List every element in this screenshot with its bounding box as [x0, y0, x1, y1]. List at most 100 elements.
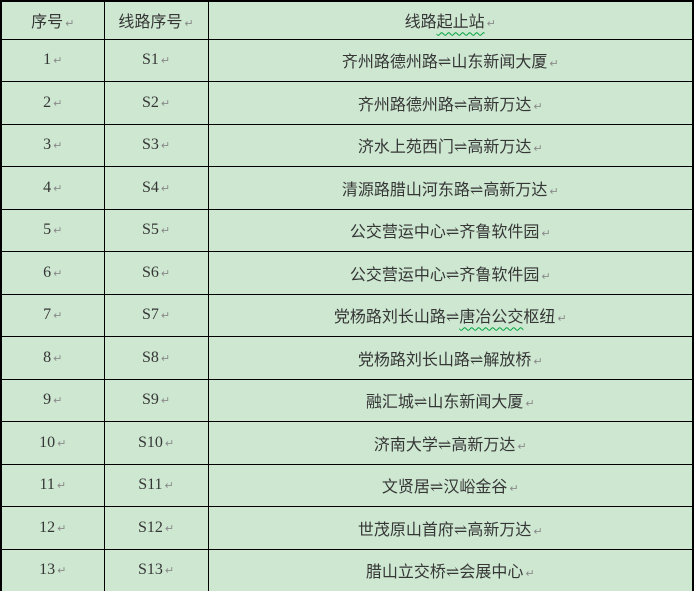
table-row: 4 ↵ S4 ↵ 清源路腊山河东路⇌高新万达 ↵	[0, 166, 694, 210]
line-code-cell[interactable]: S8 ↵	[103, 336, 209, 380]
paragraph-mark-icon: ↵	[557, 312, 567, 326]
row-number-cell[interactable]: 3 ↵	[0, 123, 105, 167]
paragraph-mark-icon: ↵	[160, 139, 171, 153]
cell-text: 文贤居⇌汉峪金谷	[381, 479, 508, 497]
cell-text: 齐州路德州路⇌山东新闻大厦	[341, 54, 548, 72]
row-number-cell[interactable]: 11 ↵	[0, 463, 105, 507]
route-cell[interactable]: 融汇城⇌山东新闻大厦 ↵	[207, 378, 694, 422]
cell-text: S3	[141, 136, 159, 154]
route-cell[interactable]: 党杨路刘长山路⇌解放桥 ↵	[207, 336, 694, 380]
cell-text: 枢纽	[523, 309, 556, 327]
row-number-cell[interactable]: 9 ↵	[0, 378, 105, 422]
row-number-cell[interactable]: 1 ↵	[0, 38, 105, 82]
paragraph-mark-icon: ↵	[160, 224, 171, 238]
cell-text: 12	[39, 518, 56, 536]
cell-text: 6	[43, 263, 52, 281]
route-cell[interactable]: 文贤居⇌汉峪金谷 ↵	[207, 463, 694, 507]
paragraph-mark-icon: ↵	[53, 351, 63, 365]
spellcheck-wavy-text: 唐冶公交	[459, 309, 524, 327]
cell-text: S11	[138, 476, 163, 494]
line-code-cell[interactable]: S7 ↵	[103, 293, 209, 337]
paragraph-mark-icon: ↵	[509, 482, 519, 496]
table-row: 9 ↵ S9 ↵ 融汇城⇌山东新闻大厦 ↵	[0, 378, 694, 422]
paragraph-mark-icon: ↵	[160, 394, 171, 408]
header-cell-route[interactable]: 线路起止站 ↵	[207, 0, 694, 40]
route-cell[interactable]: 世茂原山首府⇌高新万达 ↵	[207, 506, 694, 550]
cell-text: S1	[141, 51, 159, 69]
paragraph-mark-icon: ↵	[57, 436, 67, 450]
line-code-cell[interactable]: S10 ↵	[103, 421, 209, 465]
paragraph-mark-icon: ↵	[525, 397, 535, 411]
spellcheck-wavy-text: 起止站	[436, 14, 485, 32]
table-header: 序号 ↵ 线路序号 ↵ 线路起止站 ↵	[0, 0, 694, 40]
row-number-cell[interactable]: 6 ↵	[0, 251, 105, 295]
table-row: 2 ↵ S2 ↵ 齐州路德州路⇌高新万达 ↵	[0, 81, 694, 125]
table-body: 1 ↵ S1 ↵ 齐州路德州路⇌山东新闻大厦 ↵ 2 ↵ S2 ↵ 齐州路德州路⇌高新万达 ↵ 3 ↵ S3…	[0, 38, 694, 591]
route-cell[interactable]: 腊山立交桥⇌会展中心 ↵	[207, 548, 694, 591]
paragraph-mark-icon: ↵	[549, 184, 559, 198]
line-code-cell[interactable]: S3 ↵	[103, 123, 209, 167]
cell-text: S9	[141, 391, 159, 409]
route-cell[interactable]: 济水上苑西门⇌高新万达 ↵	[207, 123, 694, 167]
route-cell[interactable]: 公交营运中心⇌齐鲁软件园 ↵	[207, 208, 694, 252]
paragraph-mark-icon: ↵	[533, 99, 543, 113]
cell-text: 济水上苑西门⇌高新万达	[357, 139, 532, 157]
header-cell-line[interactable]: 线路序号 ↵	[103, 0, 209, 40]
line-code-cell[interactable]: S1 ↵	[103, 38, 209, 82]
paragraph-mark-icon: ↵	[541, 227, 551, 241]
cell-text: S4	[141, 178, 159, 196]
cell-text: S12	[137, 518, 163, 536]
paragraph-mark-icon: ↵	[53, 139, 63, 153]
line-code-cell[interactable]: S12 ↵	[103, 506, 209, 550]
line-code-cell[interactable]: S2 ↵	[103, 81, 209, 125]
cell-text: 9	[43, 391, 52, 409]
cell-text: 4	[43, 178, 52, 196]
row-number-cell[interactable]: 2 ↵	[0, 81, 105, 125]
route-cell[interactable]: 公交营运中心⇌齐鲁软件园 ↵	[207, 251, 694, 295]
cell-text: S13	[137, 561, 163, 578]
cell-text: S6	[141, 263, 159, 281]
line-code-cell[interactable]: S11 ↵	[103, 463, 209, 507]
row-number-cell[interactable]: 13 ↵	[0, 548, 105, 591]
paragraph-mark-icon: ↵	[517, 439, 527, 453]
cell-text: S2	[141, 93, 159, 111]
route-cell[interactable]: 齐州路德州路⇌高新万达 ↵	[207, 81, 694, 125]
paragraph-mark-icon: ↵	[65, 17, 75, 31]
row-number-cell[interactable]: 12 ↵	[0, 506, 105, 550]
paragraph-mark-icon: ↵	[533, 142, 543, 156]
cell-text: 公交营运中心⇌齐鲁软件园	[349, 224, 540, 242]
line-code-cell[interactable]: S13 ↵	[103, 548, 209, 591]
route-cell[interactable]: 清源路腊山河东路⇌高新万达 ↵	[207, 166, 694, 210]
paragraph-mark-icon: ↵	[160, 96, 171, 110]
table-row: 8 ↵ S8 ↵ 党杨路刘长山路⇌解放桥 ↵	[0, 336, 694, 380]
line-code-cell[interactable]: S4 ↵	[103, 166, 209, 210]
cell-text: S7	[141, 306, 159, 324]
cell-text: 党杨路刘长山路⇌解放桥	[357, 351, 532, 369]
row-number-cell[interactable]: 7 ↵	[0, 293, 105, 337]
row-number-cell[interactable]: 5 ↵	[0, 208, 105, 252]
route-cell[interactable]: 济南大学⇌高新万达 ↵	[207, 421, 694, 465]
cell-text: 7	[43, 306, 52, 324]
paragraph-mark-icon: ↵	[56, 479, 67, 493]
route-cell[interactable]: 齐州路德州路⇌山东新闻大厦 ↵	[207, 38, 694, 82]
line-code-cell[interactable]: S6 ↵	[103, 251, 209, 295]
paragraph-mark-icon: ↵	[160, 351, 171, 365]
row-number-cell[interactable]: 8 ↵	[0, 336, 105, 380]
cell-text: S5	[141, 221, 159, 239]
paragraph-mark-icon: ↵	[164, 479, 174, 493]
line-code-cell[interactable]: S9 ↵	[103, 378, 209, 422]
row-number-cell[interactable]: 4 ↵	[0, 166, 105, 210]
cell-text: 1	[43, 51, 52, 69]
table-row: 12 ↵ S12 ↵ 世茂原山首府⇌高新万达 ↵	[0, 506, 694, 550]
line-code-cell[interactable]: S5 ↵	[103, 208, 209, 252]
cell-text: 序号	[31, 14, 64, 32]
route-cell[interactable]: 党杨路刘长山路⇌唐冶公交枢纽 ↵	[207, 293, 694, 337]
header-cell-no[interactable]: 序号 ↵	[0, 0, 105, 40]
row-number-cell[interactable]: 10 ↵	[0, 421, 105, 465]
cell-text: 融汇城⇌山东新闻大厦	[365, 394, 524, 412]
paragraph-mark-icon: ↵	[53, 181, 63, 195]
cell-text: 世茂原山首府⇌高新万达	[357, 521, 532, 539]
paragraph-mark-icon: ↵	[164, 436, 175, 450]
table-row: 1 ↵ S1 ↵ 齐州路德州路⇌山东新闻大厦 ↵	[0, 38, 694, 82]
paragraph-mark-icon: ↵	[53, 266, 63, 280]
